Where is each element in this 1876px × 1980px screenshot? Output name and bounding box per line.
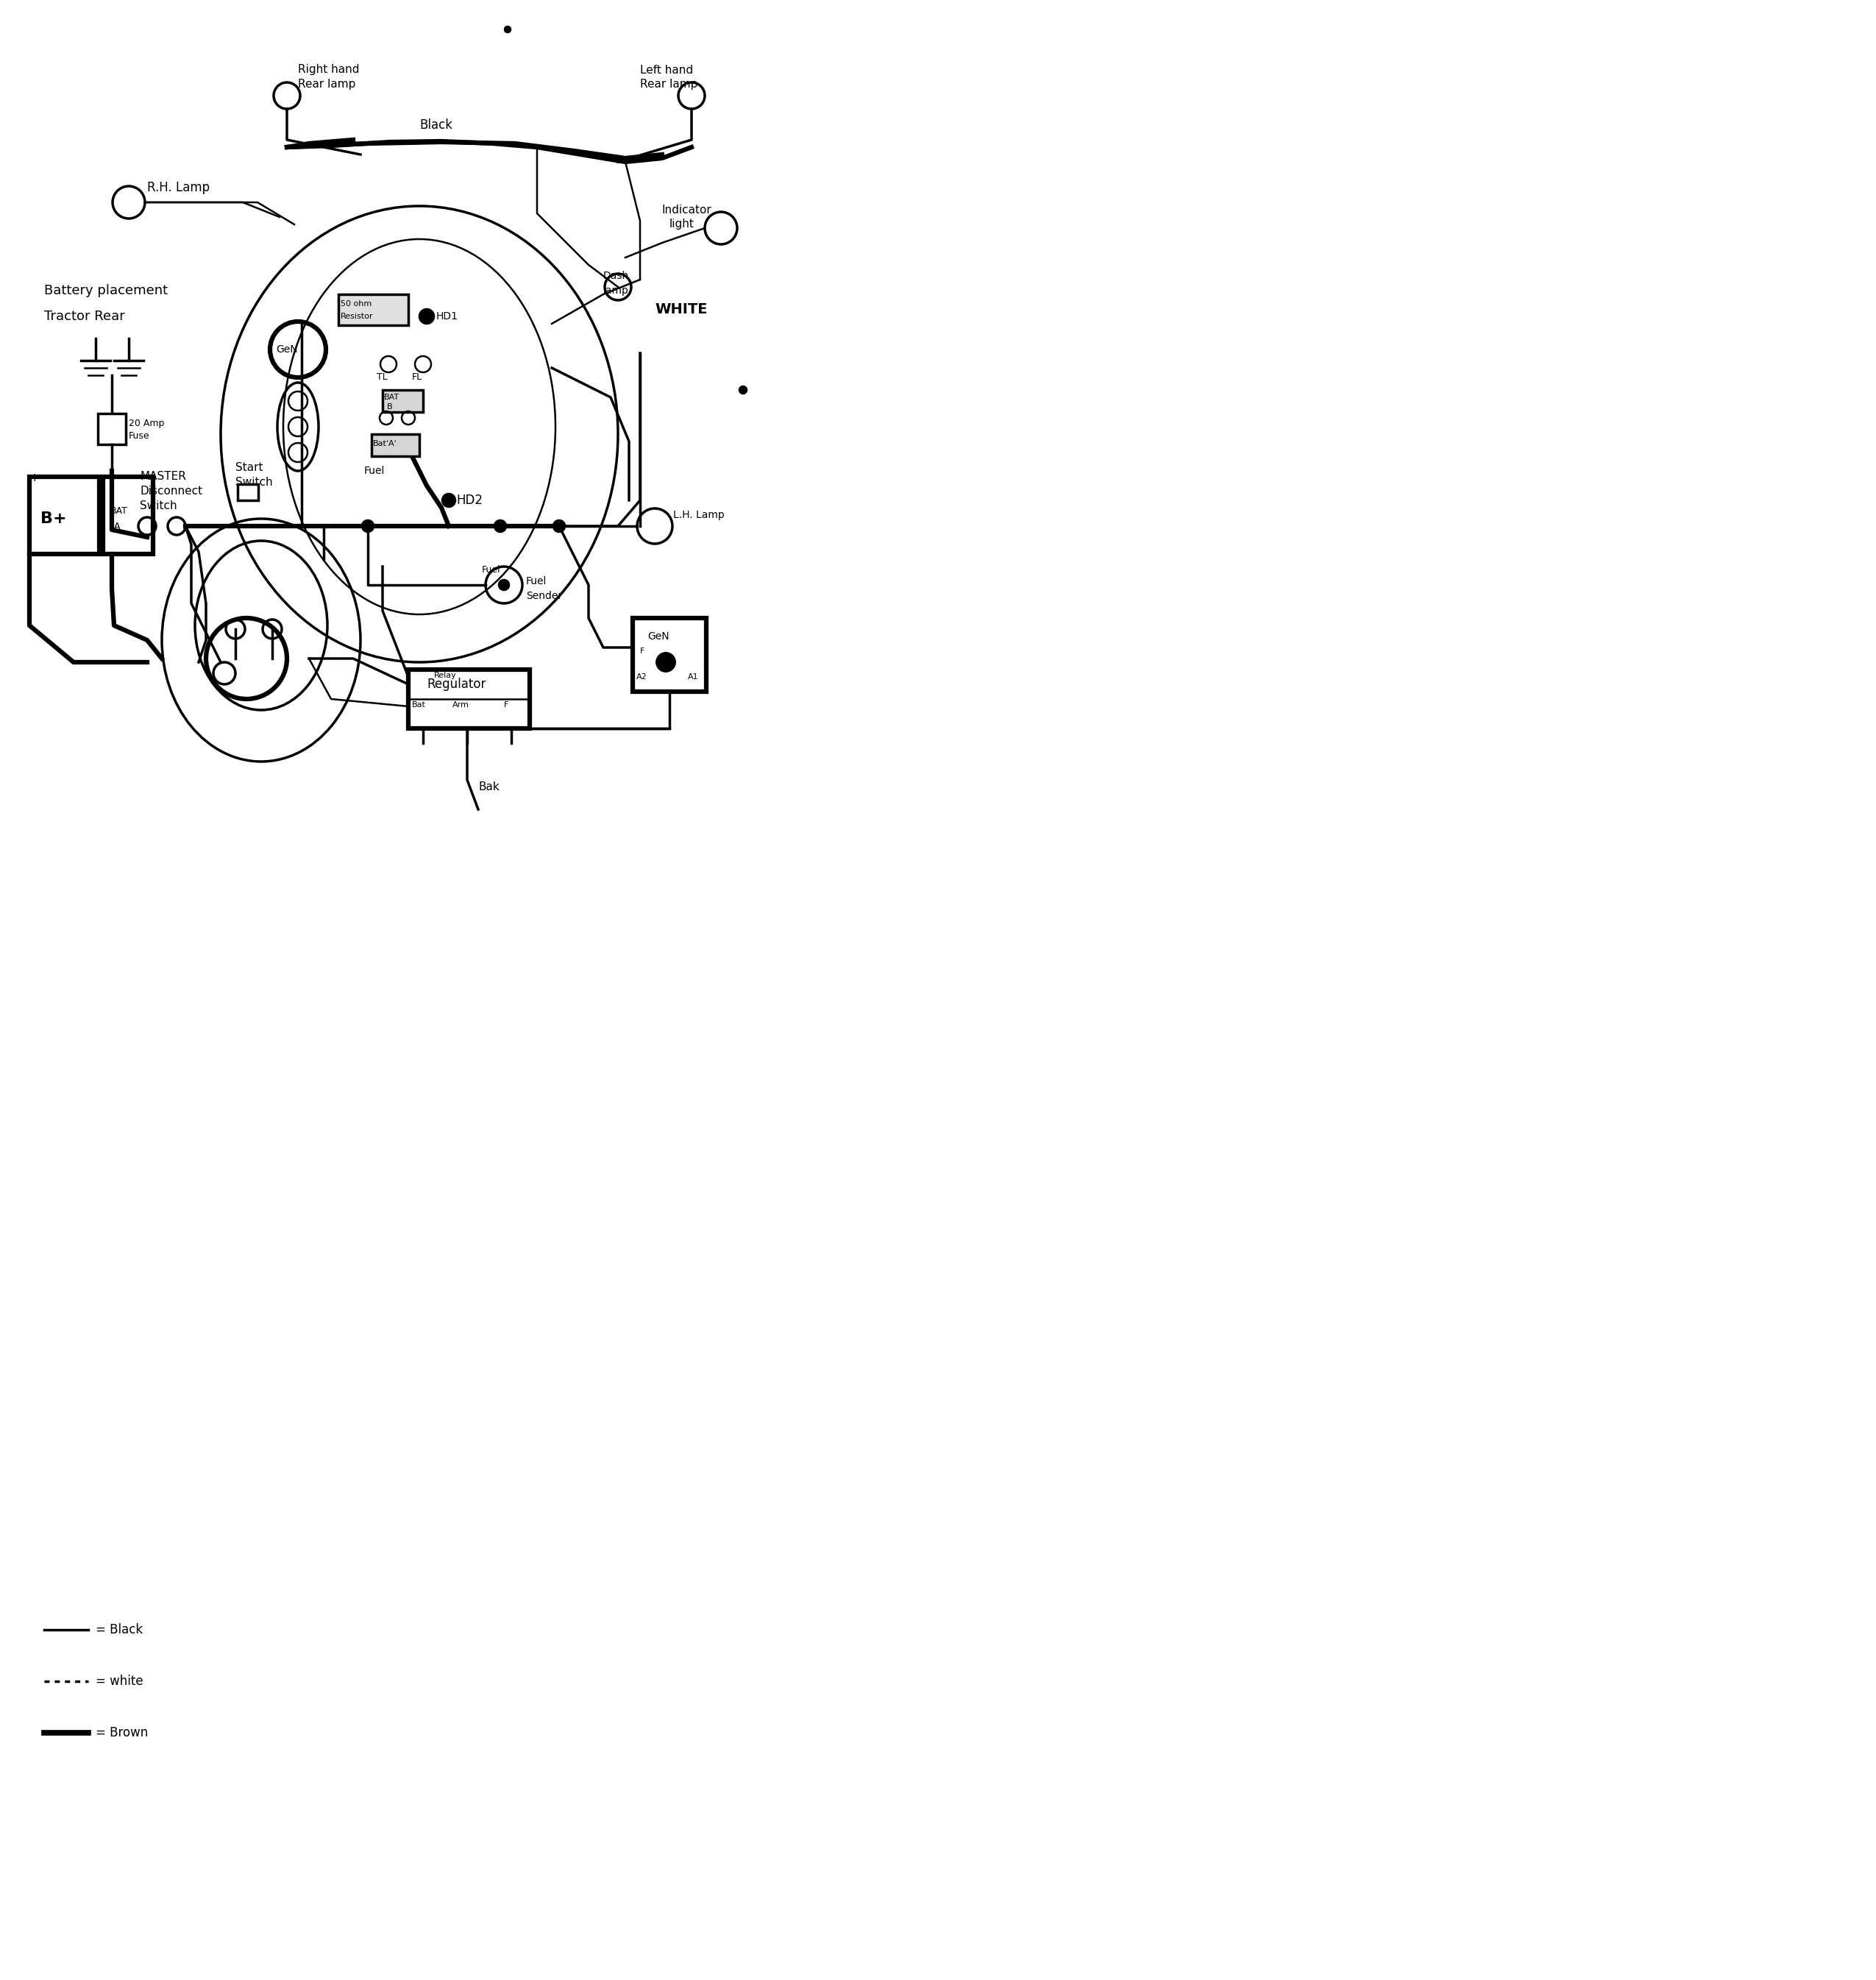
Text: Fuel: Fuel [482,566,501,574]
Circle shape [657,653,675,671]
Text: L.H. Lamp: L.H. Lamp [673,511,724,521]
Text: BAT: BAT [111,507,128,517]
Circle shape [505,26,510,32]
Text: 50 ohm: 50 ohm [341,301,371,307]
Circle shape [739,386,747,394]
Text: +: + [105,473,114,483]
Text: MASTER: MASTER [141,471,186,483]
Text: Dash: Dash [604,271,628,281]
Text: Regulator: Regulator [426,677,486,691]
Bar [103,477,154,554]
Bar [383,390,422,412]
Text: GeN: GeN [276,345,298,354]
Text: Right hand: Right hand [298,65,360,75]
Text: light: light [670,220,694,230]
Text: F: F [640,647,645,655]
Text: A2: A2 [636,673,647,681]
Text: Bat: Bat [413,701,426,709]
Bar [632,618,705,691]
Text: Left hand: Left hand [640,65,692,75]
Text: Tractor Rear: Tractor Rear [45,309,126,323]
Bar [98,414,126,444]
Text: GeN: GeN [647,632,670,642]
Bar [409,669,529,729]
Text: HD1: HD1 [437,311,458,321]
Text: +: + [30,473,39,483]
Circle shape [495,521,507,533]
Text: Black: Black [420,119,452,133]
Text: Relay: Relay [433,671,456,679]
Text: B: B [386,404,392,410]
Text: Sender: Sender [525,590,563,602]
Bar [30,477,99,554]
Text: Start: Start [234,461,263,473]
Text: = white: = white [96,1675,143,1687]
Text: A1: A1 [688,673,698,681]
Bar [238,485,259,501]
Text: Arm: Arm [452,701,469,709]
Text: Bak: Bak [478,782,499,792]
Text: 20 Amp: 20 Amp [129,418,165,428]
Text: Disconnect: Disconnect [141,485,203,497]
Bar [338,295,409,325]
Text: Fuel: Fuel [525,576,548,586]
Text: HD2: HD2 [456,493,482,507]
Circle shape [420,309,433,325]
Text: R.H. Lamp: R.H. Lamp [146,180,210,194]
Text: Indicator: Indicator [662,204,713,216]
Text: Fuel: Fuel [364,465,385,475]
Text: Fuse: Fuse [129,432,150,440]
Text: Rear lamp: Rear lamp [298,79,356,91]
Circle shape [553,521,565,533]
Text: = Black: = Black [96,1624,143,1635]
Text: Rear lamp: Rear lamp [640,79,698,91]
Circle shape [362,521,373,533]
Text: WHITE: WHITE [655,303,707,317]
Bar [371,434,420,455]
Text: TL: TL [377,372,386,382]
Text: BAT: BAT [385,394,400,402]
Text: F: F [505,701,508,709]
Text: Switch: Switch [141,501,176,511]
Text: Battery placement: Battery placement [45,283,167,297]
Text: B+: B+ [41,511,68,527]
Text: lamp: lamp [604,285,628,295]
Text: Switch: Switch [234,477,272,487]
Text: Bat'A': Bat'A' [373,440,398,447]
Circle shape [443,493,456,507]
Text: FL: FL [413,372,422,382]
Text: A: A [114,521,120,531]
Text: Resistor: Resistor [341,313,373,321]
Text: = Brown: = Brown [96,1727,148,1738]
Circle shape [499,580,508,590]
